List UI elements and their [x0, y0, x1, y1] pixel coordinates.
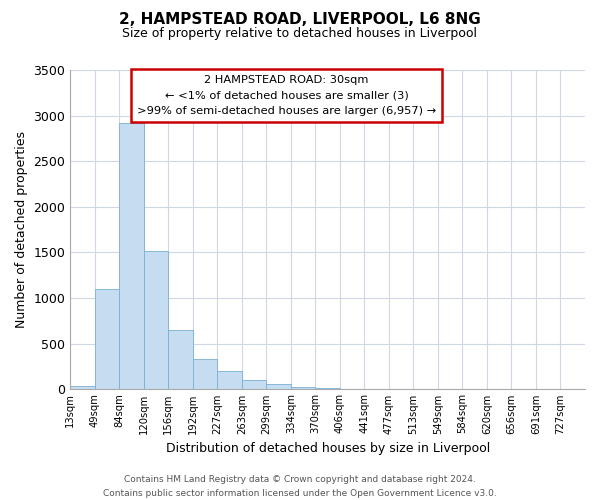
Bar: [316, 388, 340, 389]
Text: Contains HM Land Registry data © Crown copyright and database right 2024.
Contai: Contains HM Land Registry data © Crown c…: [103, 476, 497, 498]
Text: 2 HAMPSTEAD ROAD: 30sqm
← <1% of detached houses are smaller (3)
>99% of semi-de: 2 HAMPSTEAD ROAD: 30sqm ← <1% of detache…: [137, 75, 436, 116]
Text: Size of property relative to detached houses in Liverpool: Size of property relative to detached ho…: [122, 28, 478, 40]
Bar: [70, 386, 95, 389]
Bar: [291, 387, 316, 389]
Text: 2, HAMPSTEAD ROAD, LIVERPOOL, L6 8NG: 2, HAMPSTEAD ROAD, LIVERPOOL, L6 8NG: [119, 12, 481, 28]
Bar: [119, 123, 144, 389]
Bar: [95, 289, 119, 389]
Y-axis label: Number of detached properties: Number of detached properties: [15, 131, 28, 328]
Bar: [242, 380, 266, 389]
Bar: [217, 371, 242, 389]
Bar: [193, 359, 217, 389]
X-axis label: Distribution of detached houses by size in Liverpool: Distribution of detached houses by size …: [166, 442, 490, 455]
Bar: [266, 384, 291, 389]
Bar: [169, 330, 193, 389]
Bar: [144, 252, 169, 389]
